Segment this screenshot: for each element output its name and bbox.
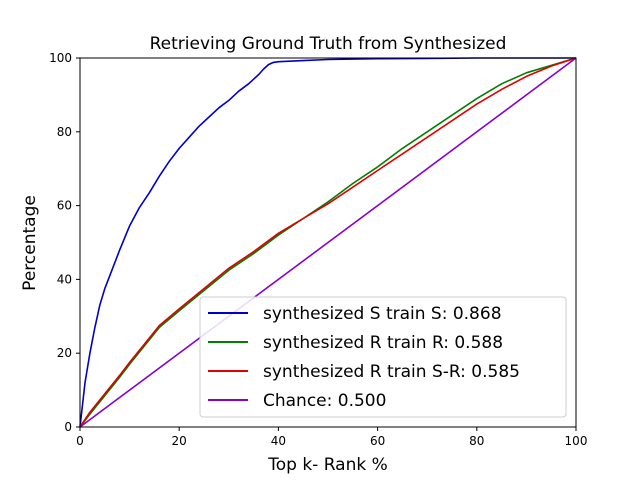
legend: synthesized S train S: 0.868 synthesized … — [199, 296, 567, 418]
x-tick-label: 20 — [172, 434, 187, 448]
series-line-2 — [79, 57, 577, 428]
legend-label-3: Chance: 0.500 — [263, 391, 386, 411]
legend-frame — [199, 296, 567, 418]
y-tick-label: 80 — [57, 125, 72, 139]
y-axis-ticks: 0 20 40 60 80 100 — [49, 51, 80, 434]
y-tick-label: 0 — [64, 420, 72, 434]
plot-frame — [79, 57, 577, 428]
series-layer — [79, 57, 577, 428]
x-tick-label: 100 — [565, 434, 588, 448]
legend-label-2: synthesized R train S-R: 0.585 — [263, 362, 520, 382]
legend-label-0: synthesized S train S: 0.868 — [263, 304, 502, 324]
x-axis-ticks: 0 20 40 60 80 100 — [76, 427, 587, 448]
y-axis-title: Percentage — [20, 195, 40, 291]
chart-title: Retrieving Ground Truth from Synthesized — [150, 34, 507, 54]
x-tick-label: 80 — [469, 434, 484, 448]
x-axis-title: Top k- Rank % — [267, 455, 388, 475]
legend-label-1: synthesized R train R: 0.588 — [263, 333, 503, 353]
y-tick-label: 60 — [57, 199, 72, 213]
x-tick-label: 60 — [370, 434, 385, 448]
y-tick-label: 20 — [57, 346, 72, 360]
series-line-3 — [79, 57, 577, 428]
x-tick-label: 0 — [76, 434, 84, 448]
y-tick-label: 40 — [57, 272, 72, 286]
y-tick-label: 100 — [49, 51, 72, 65]
series-line-0 — [79, 57, 576, 428]
x-tick-label: 40 — [271, 434, 286, 448]
